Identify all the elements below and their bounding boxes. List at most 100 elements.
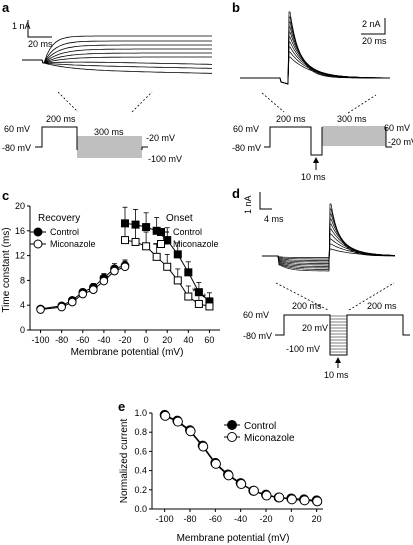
panel-e-x-tick-label: -60: [209, 514, 222, 524]
panel-c-point: [57, 302, 66, 312]
panel-c-legend: Recovery Control Miconazole Onset Contro…: [30, 213, 219, 249]
panel-e-point: [299, 495, 310, 506]
panel-d-label: d: [232, 186, 240, 201]
panel-c-point: [142, 223, 151, 232]
panel-d-scale-current: 1 nA: [243, 195, 253, 214]
panel-a-scale-current: 1 nA: [12, 21, 31, 31]
panel-c-legend-marker-onset-control: [157, 228, 165, 236]
panel-c-legend-marker-recovery-control: [33, 227, 43, 237]
panel-e-point: [223, 470, 234, 481]
panel-b-dur-test: 300 ms: [337, 114, 367, 124]
panel-c-y-tick-label: 12: [15, 251, 25, 261]
panel-d-zoom-lines: [275, 282, 395, 311]
panel-c-y-tick-label: 20: [15, 201, 25, 211]
panel-c-point: [173, 250, 182, 259]
panel-d-gap: 10 ms: [324, 370, 349, 380]
panel-e-point: [160, 410, 171, 421]
panel-c-point: [131, 237, 140, 246]
panel-b-scale-current: 2 nA: [362, 19, 381, 29]
panel-c-x-tick-label: 40: [183, 335, 193, 345]
panel-a-trace: [22, 35, 212, 64]
panel-c-point: [110, 266, 119, 276]
panel-e-point: [198, 441, 209, 452]
panel-c-point: [99, 276, 109, 286]
panel-c-annotation-2: *: [202, 292, 207, 304]
panel-e-x-tick-label: -80: [183, 514, 196, 524]
panel-d-trace: [262, 248, 395, 258]
panel-a-protocol: 60 mV -80 mV 200 ms 300 ms -20 mV -100 m…: [2, 114, 182, 164]
panel-c-legend-marker-onset-miconazole: [157, 240, 165, 248]
panel-e-y-tick-label: 0.8: [134, 427, 147, 437]
panel-d-scale-time: 4 ms: [264, 214, 284, 224]
panel-a-v-hold: -80 mV: [2, 143, 31, 153]
panel-a-v-prepulse: 60 mV: [4, 124, 30, 134]
panel-c-legend-recovery-miconazole: Miconazole: [50, 239, 96, 249]
panel-c-point: [67, 297, 77, 307]
panel-a-trace: [22, 48, 212, 64]
panel-c-label: c: [2, 188, 9, 203]
panel-c-y-tick-label: 8: [20, 275, 25, 285]
panel-c-chart: -100 -80 -60 -40 -20 0 20 40 60 0 4 8 12 16 20 Membran…: [1, 201, 220, 358]
panel-e-legend-control: Control: [244, 421, 276, 432]
panel-e-point: [172, 416, 183, 427]
panel-c-point: [89, 285, 98, 295]
panel-e-x-tick-label: -100: [156, 514, 174, 524]
panel-e-label: e: [118, 399, 125, 414]
panel-c-y-tick-label: 0: [20, 325, 25, 335]
panel-b-trace: [240, 51, 390, 85]
panel-a-trace: [22, 44, 212, 64]
panel-b-gap: 10 ms: [301, 172, 326, 182]
panel-e-point: [261, 490, 272, 501]
panel-d-v-prepulse: 60 mV: [243, 310, 269, 320]
panel-a-trace: [22, 40, 212, 64]
panel-b-label: b: [232, 0, 240, 15]
panel-c-point: [163, 262, 172, 271]
panel-d-traces: [262, 203, 396, 272]
panel-c-x-tick-label: -60: [76, 335, 89, 345]
panel-c-x-tick-label: 20: [162, 335, 172, 345]
panel-b-v-hold: -80 mV: [232, 143, 261, 153]
panel-e-y-tick-label: 1.0: [134, 408, 147, 418]
panel-c-series-line: [124, 239, 210, 307]
panel-a-scale-time: 20 ms: [28, 39, 53, 49]
panel-c-x-tick-label: -40: [97, 335, 110, 345]
panel-c-point: [142, 242, 151, 251]
panel-a-trace: [22, 52, 212, 64]
panel-b-traces: [240, 11, 391, 85]
panel-b-scalebar: 2 nA 20 ms: [361, 18, 387, 46]
panel-c-point: [121, 236, 129, 245]
panel-c-point: [152, 252, 161, 261]
panel-e-legend-marker-control: [227, 420, 237, 430]
panel-a-v-test-top: -20 mV: [146, 133, 175, 143]
panel-c-legend-group-recovery: Recovery: [38, 213, 80, 224]
panel-e-y-tick-label: 0.6: [134, 446, 147, 456]
panel-c-ylabel: Time constant (ms): [1, 227, 12, 312]
panel-b-v-test-top: 60 mV: [384, 123, 410, 133]
panel-d-v-step-top: 20 mV: [302, 323, 328, 333]
panel-c-legend-onset-control: Control: [173, 227, 202, 237]
panel-e-y-tick-label: 0.2: [134, 485, 147, 495]
panel-e-legend-miconazole: Miconazole: [244, 433, 295, 444]
panel-a-traces: [22, 35, 213, 74]
panel-d-trace: [262, 243, 395, 260]
panel-e-x-tick-label: -40: [234, 514, 247, 524]
panel-c-point: [194, 299, 203, 308]
panel-e-point: [312, 496, 323, 507]
panel-b-trace: [240, 46, 391, 85]
panel-e-x-tick-label: -20: [259, 514, 272, 524]
panel-c-legend-group-onset: Onset: [166, 213, 193, 224]
panel-c-point: [173, 276, 182, 285]
panel-c-xlabel: Membrane potential (mV): [71, 347, 184, 358]
panel-d-protocol: 60 mV -80 mV 200 ms 200 ms 20 mV -100 mV…: [243, 301, 410, 380]
panel-c-x-tick-label: -100: [32, 335, 50, 345]
panel-b-trace: [240, 56, 390, 85]
panel-b-protocol: 60 mV -80 mV 200 ms 300 ms 60 mV -20 mV …: [232, 114, 413, 182]
panel-d-dur-prepulse: 200 ms: [292, 301, 322, 311]
panel-c-point: [36, 305, 45, 314]
panel-a-v-test-bottom: -100 mV: [148, 154, 182, 164]
panel-e-point: [210, 458, 221, 469]
panel-e-legend-marker-miconazole: [227, 432, 237, 442]
panel-c-x-tick-label: 60: [204, 335, 214, 345]
panel-e-point: [286, 494, 297, 505]
